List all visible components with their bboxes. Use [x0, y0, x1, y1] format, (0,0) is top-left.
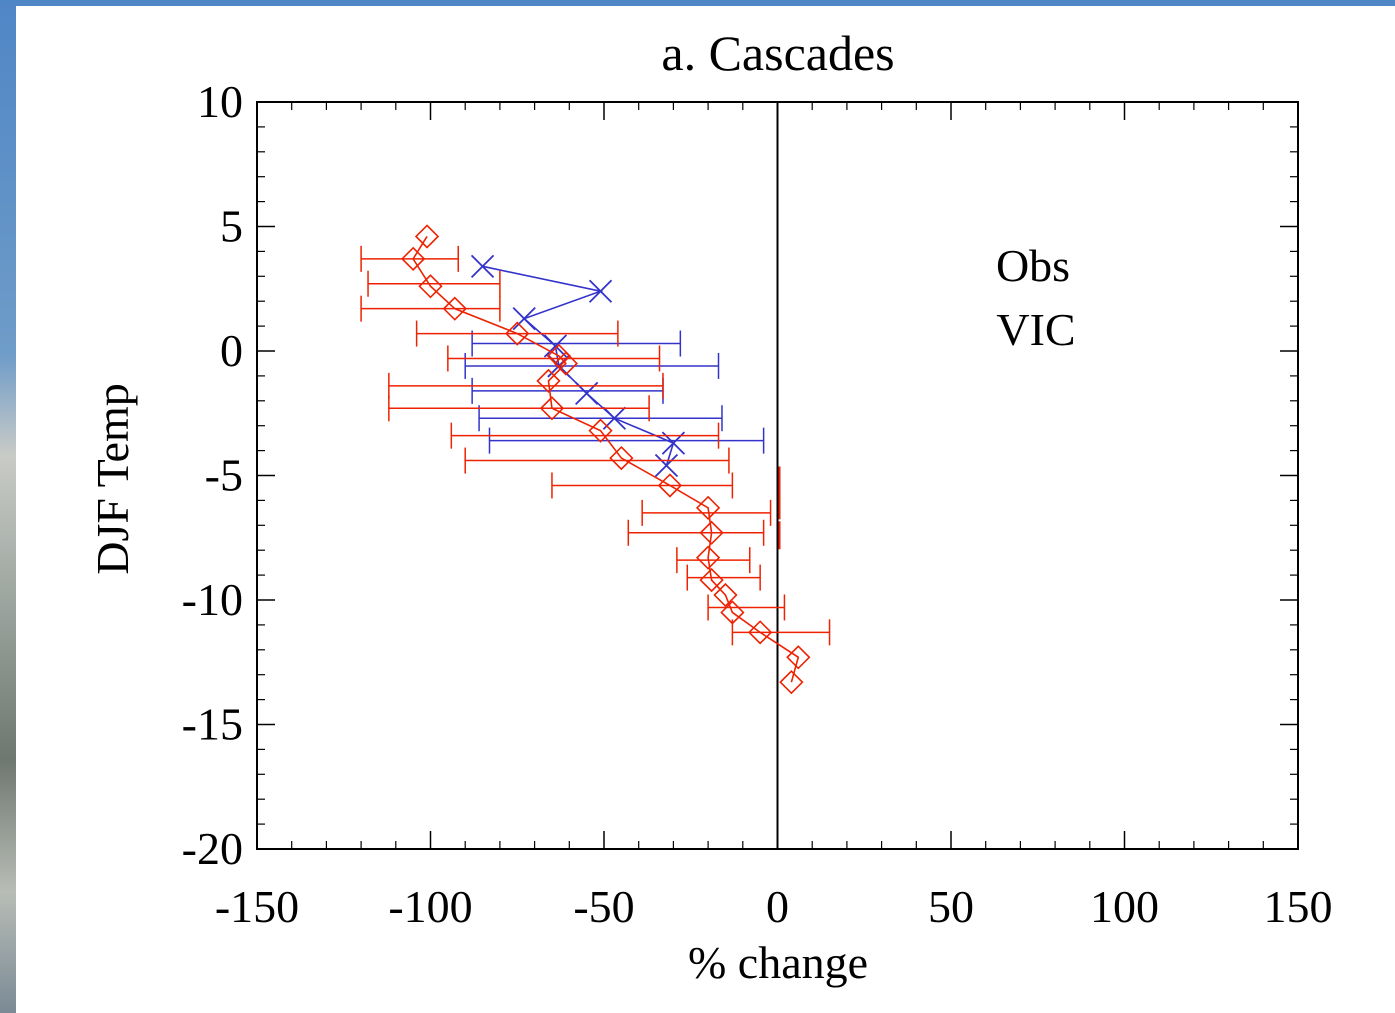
vic-point — [699, 567, 724, 593]
obs-point — [543, 334, 568, 358]
y-axis-label: DJF Temp — [87, 383, 138, 574]
obs-point — [512, 306, 536, 331]
vic-point — [588, 418, 613, 443]
chart-title: a. Cascades — [661, 25, 894, 81]
vic-point — [748, 620, 773, 645]
vic-point — [699, 520, 724, 545]
x-tick-label: 0 — [766, 881, 789, 932]
obs-point — [470, 254, 495, 278]
x-tick-label: -100 — [388, 881, 472, 932]
y-tick-label: 0 — [220, 325, 243, 376]
y-tick-label: -15 — [182, 699, 243, 750]
vic-point — [657, 473, 683, 498]
vic-point — [442, 296, 467, 321]
y-tick-label: 5 — [220, 201, 243, 252]
obs-point — [588, 279, 613, 303]
vic-point — [505, 321, 530, 346]
x-tick-label: 100 — [1090, 881, 1159, 932]
vic-point — [414, 224, 440, 249]
y-tick-label: -10 — [182, 574, 243, 625]
vic-point — [418, 274, 443, 299]
legend-label-obs: Obs — [996, 240, 1070, 291]
background-top-strip — [0, 0, 1395, 8]
x-tick-label: 150 — [1264, 881, 1333, 932]
vic-point — [713, 582, 738, 608]
vic-point — [695, 545, 721, 570]
y-tick-label: -20 — [182, 823, 243, 874]
x-tick-label: 50 — [928, 881, 974, 932]
y-tick-label: -5 — [205, 450, 243, 501]
vic-point — [539, 396, 565, 421]
y-tick-label: 10 — [197, 76, 243, 127]
vic-point — [695, 495, 721, 521]
slide-panel — [16, 6, 1395, 1013]
vic-point — [553, 351, 578, 376]
vic-point — [720, 600, 745, 625]
vic-point — [401, 246, 426, 272]
vic-point — [609, 445, 634, 471]
x-tick-label: -150 — [215, 881, 299, 932]
vic-point — [536, 368, 561, 394]
obs-point — [654, 453, 679, 478]
legend-label-vic: VIC — [996, 304, 1075, 355]
vic-point — [786, 645, 811, 670]
x-axis-label: % change — [688, 937, 868, 988]
vic-point — [779, 670, 804, 695]
x-tick-label: -50 — [573, 881, 634, 932]
vic-series-line — [412, 236, 800, 683]
